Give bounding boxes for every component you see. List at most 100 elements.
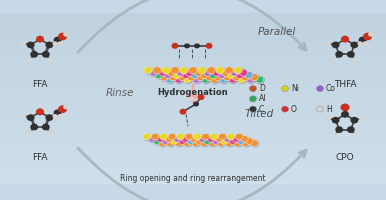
Circle shape: [227, 72, 235, 79]
Circle shape: [191, 71, 199, 78]
Circle shape: [181, 136, 189, 142]
Circle shape: [340, 104, 349, 111]
Circle shape: [193, 101, 199, 107]
Circle shape: [190, 136, 198, 143]
Circle shape: [179, 74, 187, 81]
Circle shape: [194, 43, 200, 48]
Circle shape: [195, 40, 199, 43]
Circle shape: [237, 138, 245, 145]
Circle shape: [21, 41, 26, 45]
Circle shape: [250, 74, 258, 81]
Circle shape: [186, 69, 194, 77]
Circle shape: [155, 71, 163, 78]
Circle shape: [352, 132, 358, 137]
Circle shape: [190, 136, 198, 142]
Text: Rinse: Rinse: [106, 88, 134, 98]
Text: Parallel: Parallel: [258, 27, 296, 37]
Circle shape: [178, 74, 186, 81]
Circle shape: [198, 67, 206, 74]
Circle shape: [217, 140, 225, 147]
Circle shape: [203, 69, 212, 76]
Circle shape: [229, 76, 237, 83]
Circle shape: [247, 76, 255, 83]
Circle shape: [149, 69, 157, 76]
Circle shape: [196, 74, 205, 81]
Circle shape: [155, 72, 163, 79]
Text: D: D: [259, 84, 265, 93]
Circle shape: [212, 138, 220, 144]
Circle shape: [185, 133, 193, 140]
Circle shape: [211, 134, 218, 140]
Circle shape: [210, 133, 218, 140]
Circle shape: [212, 69, 220, 76]
Circle shape: [164, 72, 173, 79]
Text: Ring opening and ring rearrangement: Ring opening and ring rearrangement: [120, 174, 266, 183]
Circle shape: [256, 76, 264, 83]
Circle shape: [205, 43, 213, 49]
Circle shape: [208, 140, 216, 146]
Text: H: H: [326, 105, 332, 114]
Text: Co: Co: [326, 84, 336, 93]
Circle shape: [196, 138, 203, 145]
Circle shape: [187, 74, 195, 81]
Circle shape: [200, 71, 208, 78]
Circle shape: [236, 72, 244, 79]
Circle shape: [214, 74, 222, 81]
Circle shape: [245, 138, 253, 144]
Text: FFA: FFA: [32, 153, 48, 162]
Circle shape: [149, 136, 156, 143]
Circle shape: [335, 126, 343, 133]
Circle shape: [232, 74, 241, 81]
Circle shape: [207, 67, 215, 74]
Circle shape: [234, 140, 241, 146]
Circle shape: [209, 71, 217, 78]
Circle shape: [196, 74, 204, 81]
Circle shape: [182, 72, 190, 79]
Circle shape: [232, 136, 240, 143]
Circle shape: [169, 134, 176, 140]
Circle shape: [170, 138, 178, 145]
Circle shape: [317, 106, 323, 112]
Circle shape: [54, 109, 61, 116]
Circle shape: [225, 67, 233, 74]
Circle shape: [209, 72, 217, 79]
Circle shape: [166, 140, 174, 146]
Circle shape: [217, 140, 225, 146]
Circle shape: [42, 124, 50, 130]
Circle shape: [165, 136, 173, 142]
Circle shape: [177, 69, 185, 77]
Circle shape: [184, 140, 191, 147]
Circle shape: [347, 126, 355, 133]
Circle shape: [209, 140, 217, 147]
Circle shape: [242, 74, 250, 81]
Circle shape: [227, 133, 235, 140]
Circle shape: [183, 76, 192, 83]
Circle shape: [225, 67, 234, 74]
Circle shape: [187, 138, 195, 145]
Circle shape: [176, 69, 185, 76]
Circle shape: [180, 67, 188, 74]
Text: Ni: Ni: [291, 84, 299, 93]
Circle shape: [202, 133, 210, 140]
Circle shape: [281, 86, 288, 92]
Text: C: C: [259, 105, 264, 114]
Circle shape: [362, 41, 367, 46]
Circle shape: [232, 136, 240, 142]
Circle shape: [251, 140, 259, 147]
Circle shape: [150, 69, 158, 77]
Circle shape: [153, 138, 161, 144]
Circle shape: [151, 133, 159, 140]
Circle shape: [152, 134, 159, 140]
Circle shape: [63, 32, 68, 37]
Circle shape: [46, 114, 53, 121]
Circle shape: [190, 67, 198, 74]
Circle shape: [240, 136, 248, 142]
Circle shape: [173, 71, 181, 78]
Circle shape: [352, 57, 358, 62]
Circle shape: [359, 116, 364, 120]
Circle shape: [231, 69, 239, 77]
Circle shape: [368, 32, 373, 37]
Circle shape: [241, 74, 249, 81]
Circle shape: [176, 133, 184, 140]
Circle shape: [237, 76, 246, 83]
